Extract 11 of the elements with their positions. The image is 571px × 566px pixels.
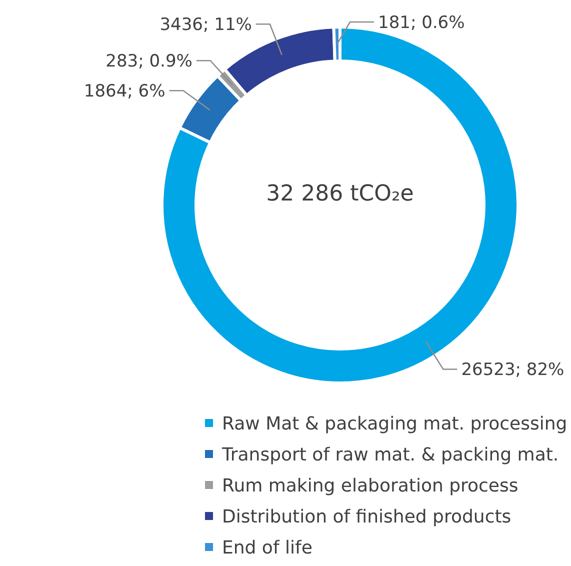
data-label: 1864; 6% xyxy=(84,82,166,102)
legend-label: Transport of raw mat. & packing mat. xyxy=(221,444,559,466)
text: 32 286 tCO₂e xyxy=(266,182,414,207)
data-label: 181; 0.6% xyxy=(378,12,465,33)
legend-label: End of life xyxy=(222,537,312,558)
data-label: 3436; 11% xyxy=(160,15,252,36)
data-label: 26523; 82% xyxy=(461,360,564,380)
legend-label: Raw Mat & packaging mat. processing xyxy=(222,413,568,434)
legend-label: Rum making elaboration process xyxy=(222,475,518,496)
legend-label: Distribution of finished products xyxy=(222,506,512,528)
data-label: 283; 0.9% xyxy=(106,52,192,72)
